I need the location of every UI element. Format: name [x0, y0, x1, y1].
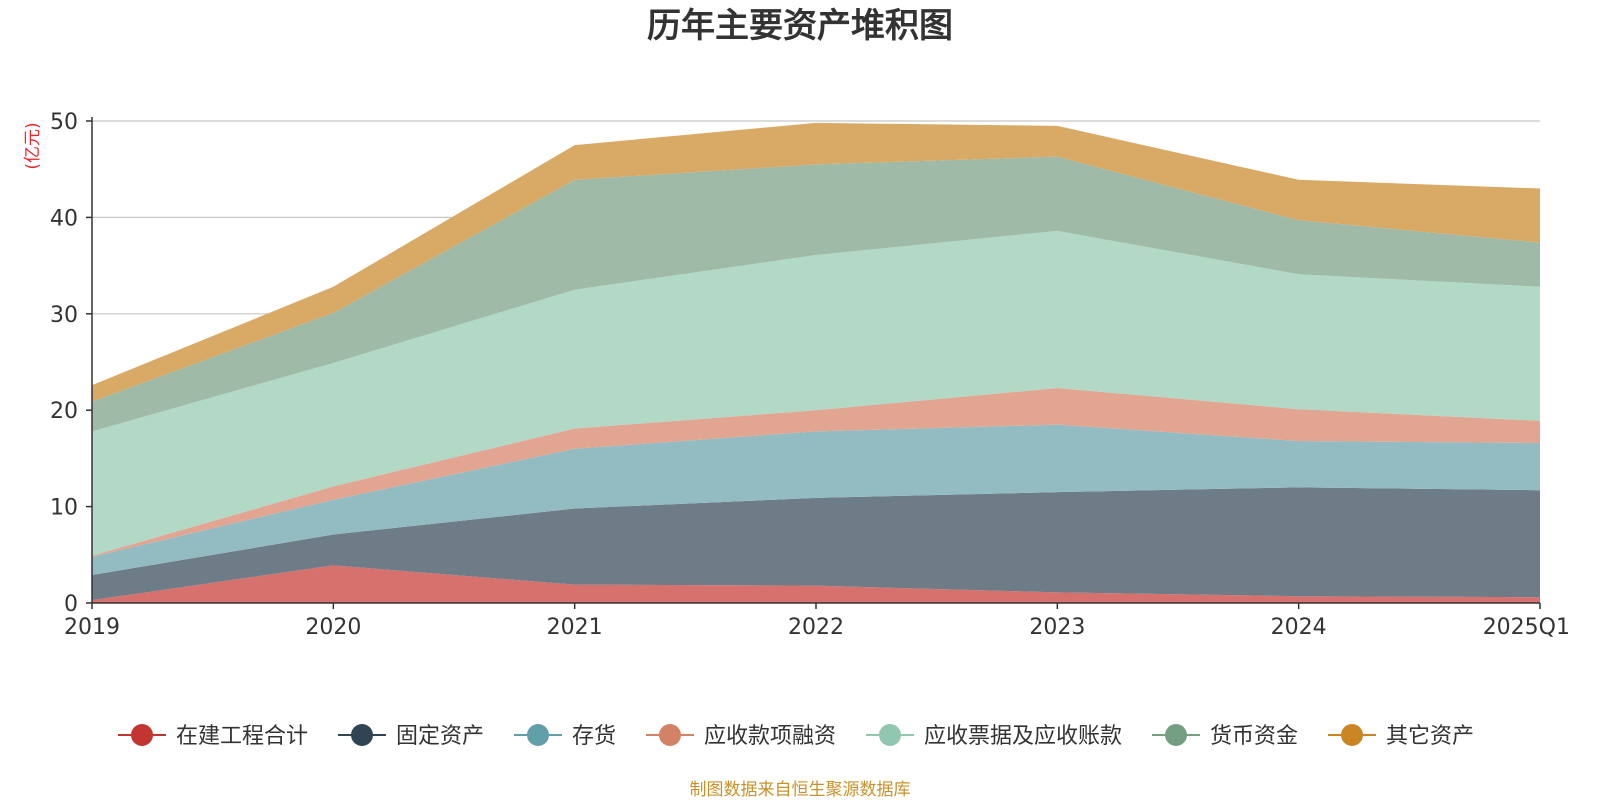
data-source-note: 制图数据来自恒生聚源数据库 [690, 780, 911, 800]
legend-label: 应收票据及应收账款 [924, 724, 1122, 749]
x-tick-label: 2020 [305, 615, 361, 640]
y-tick-label: 40 [50, 206, 78, 231]
legend-label: 货币资金 [1210, 724, 1298, 749]
legend-item-6[interactable]: 货币资金 [1152, 724, 1298, 749]
legend-item-5[interactable]: 应收票据及应收账款 [866, 724, 1122, 749]
x-tick-label: 2024 [1271, 615, 1327, 640]
legend-item-2[interactable]: 固定资产 [338, 724, 484, 749]
legend-label: 存货 [572, 724, 616, 749]
legend-marker [131, 724, 153, 746]
x-tick-label: 2022 [788, 615, 844, 640]
legend-label: 在建工程合计 [176, 724, 308, 749]
legend-label: 其它资产 [1386, 724, 1474, 749]
x-tick-label: 2025Q1 [1483, 615, 1570, 640]
series-area-4 [92, 388, 1540, 557]
chart-title: 历年主要资产堆积图 [647, 6, 953, 46]
series-areas [92, 122, 1540, 603]
y-tick-label: 30 [50, 303, 78, 328]
y-tick-label: 10 [50, 496, 78, 521]
legend-item-3[interactable]: 存货 [514, 724, 616, 749]
series-area-7 [92, 122, 1540, 402]
legend-label: 应收款项融资 [704, 724, 836, 749]
x-tick-label: 2019 [64, 615, 120, 640]
legend-marker [1165, 724, 1187, 746]
legend-item-7[interactable]: 其它资产 [1328, 724, 1474, 749]
series-area-1 [92, 565, 1540, 603]
axes: 0 10 20 30 40 50 2019 2020 2021 2022 2023 2024 2025Q… [50, 110, 1570, 640]
legend-label: 固定资产 [396, 724, 484, 749]
series-area-2 [92, 487, 1540, 601]
series-area-3 [92, 424, 1540, 576]
series-area-5 [92, 230, 1540, 556]
legend-marker [879, 724, 901, 746]
legend-marker [659, 724, 681, 746]
x-tick-label: 2023 [1029, 615, 1085, 640]
y-tick-label: 50 [50, 110, 78, 135]
y-unit-label: (亿元) [23, 122, 43, 169]
series-area-6 [92, 156, 1540, 432]
y-tick-label: 20 [50, 399, 78, 424]
legend-marker [1341, 724, 1363, 746]
legend-item-4[interactable]: 应收款项融资 [646, 724, 836, 749]
y-tick-label: 0 [64, 592, 78, 617]
legend-item-1[interactable]: 在建工程合计 [118, 724, 308, 749]
legend: 在建工程合计 固定资产 存货 应收款项融资 应收票据及应收账款 货币资金 其它资产 [118, 724, 1474, 749]
legend-marker [351, 724, 373, 746]
legend-marker [527, 724, 549, 746]
x-tick-label: 2021 [547, 615, 603, 640]
